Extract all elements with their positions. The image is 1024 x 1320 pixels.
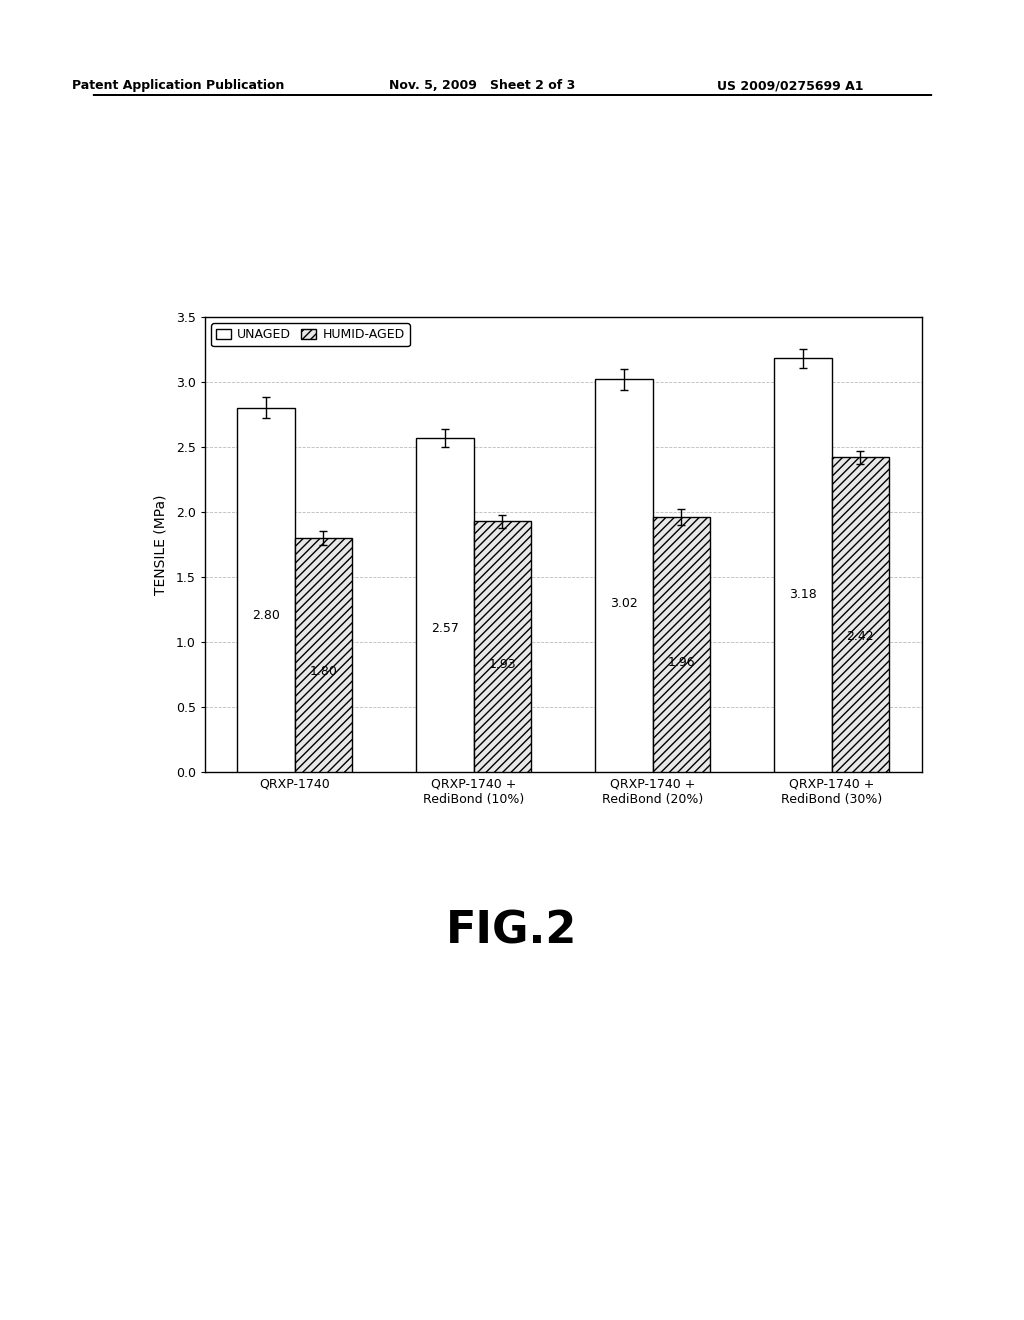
Bar [238, 408, 295, 772]
Text: US 2009/0275699 A1: US 2009/0275699 A1 [717, 79, 863, 92]
Text: 2.57: 2.57 [431, 622, 459, 635]
Text: 1.96: 1.96 [668, 656, 695, 669]
Text: 2.42: 2.42 [847, 631, 874, 643]
Bar [652, 517, 710, 772]
Bar [295, 539, 352, 772]
Text: Nov. 5, 2009   Sheet 2 of 3: Nov. 5, 2009 Sheet 2 of 3 [389, 79, 575, 92]
Bar [474, 521, 531, 772]
Bar [774, 359, 831, 772]
Text: FIG.2: FIG.2 [446, 909, 578, 952]
Text: Patent Application Publication: Patent Application Publication [72, 79, 284, 92]
Text: 3.02: 3.02 [610, 597, 638, 610]
Text: 3.18: 3.18 [790, 587, 817, 601]
Y-axis label: TENSILE (MPa): TENSILE (MPa) [154, 494, 168, 595]
Bar [417, 438, 474, 772]
Text: 2.80: 2.80 [252, 609, 280, 622]
Text: 1.93: 1.93 [488, 657, 516, 671]
Bar [831, 457, 889, 772]
Text: 1.80: 1.80 [309, 665, 337, 678]
Bar [595, 379, 652, 772]
Legend: UNAGED, HUMID-AGED: UNAGED, HUMID-AGED [211, 323, 410, 346]
